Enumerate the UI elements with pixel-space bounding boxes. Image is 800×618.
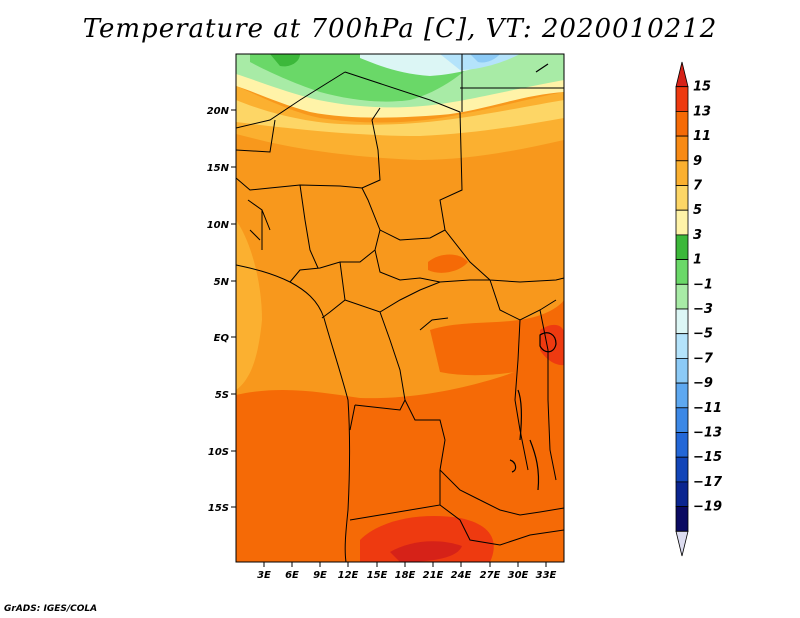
lat-label: EQ — [214, 333, 230, 344]
colorbar-label: −1 — [693, 277, 713, 292]
lon-label: 9E — [313, 570, 327, 581]
lat-label: 15S — [208, 503, 229, 514]
colorbar-swatch — [675, 61, 689, 88]
colorbar-swatch — [675, 185, 689, 211]
map-frame — [235, 53, 565, 563]
lon-labels: 3E 6E 9E 12E 15E 18E 21E 24E 27E 30E 33E — [257, 570, 556, 581]
grads-credit: GrADS: IGES/COLA — [4, 604, 98, 614]
colorbar-swatch — [675, 407, 689, 433]
lon-label: 24E — [451, 570, 472, 581]
colorbar-label: −11 — [693, 401, 722, 416]
lon-label: 18E — [395, 570, 416, 581]
colorbar-label: −3 — [693, 302, 713, 317]
lat-label: 5N — [214, 277, 230, 288]
lon-axis — [263, 562, 547, 567]
colorbar-swatch — [675, 481, 689, 507]
colorbar-swatch — [675, 86, 689, 112]
colorbar-label: −9 — [693, 376, 713, 391]
colorbar-label: −15 — [693, 450, 722, 465]
colorbar-swatch — [675, 234, 689, 260]
colorbar-label: 3 — [693, 228, 702, 243]
colorbar-swatch — [675, 357, 689, 384]
lat-label: 10N — [207, 220, 230, 231]
colorbar-swatch — [675, 259, 689, 285]
colorbar-swatch — [675, 209, 689, 236]
country-borders — [236, 54, 564, 562]
colorbar-label: 9 — [693, 154, 702, 169]
colorbar-label: −19 — [693, 500, 722, 515]
lon-label: 33E — [536, 570, 557, 581]
lon-label: 12E — [338, 570, 359, 581]
lat-labels: 20N 15N 10N 5N EQ 5S 10S 15S — [207, 106, 230, 514]
map-title: Temperature at 700hPa [C], VT: 202001021… — [82, 14, 718, 44]
lon-label: 15E — [367, 570, 388, 581]
colorbar-swatch — [675, 506, 689, 532]
colorbar-swatch — [675, 456, 689, 483]
colorbar-label: 1 — [693, 253, 702, 268]
lat-label: 15N — [207, 163, 230, 174]
colorbar-swatch — [675, 530, 689, 557]
lon-label: 27E — [480, 570, 501, 581]
colorbar-swatch — [675, 135, 689, 162]
colorbar-label: −5 — [693, 327, 713, 342]
colorbar-swatch — [675, 283, 689, 310]
colorbar-swatch — [675, 333, 689, 359]
colorbar-swatch — [675, 382, 689, 409]
lat-axis — [231, 109, 236, 508]
lat-label: 5S — [215, 390, 229, 401]
lat-label: 20N — [207, 106, 230, 117]
lon-label: 6E — [285, 570, 299, 581]
colorbar-swatch — [675, 308, 689, 335]
temperature-field — [236, 54, 564, 562]
colorbar-label: 11 — [693, 129, 711, 144]
colorbar-swatch — [675, 432, 689, 458]
lon-label: 21E — [423, 570, 444, 581]
colorbar-label: −13 — [693, 426, 722, 441]
colorbar-label: 15 — [693, 80, 711, 95]
colorbar-label: 13 — [693, 104, 711, 119]
colorbar-label: 7 — [693, 179, 703, 194]
colorbar-label: −17 — [693, 475, 723, 490]
colorbar: 15 13 11 9 7 5 3 1 −1 −3 −5 −7 −9 −11 −13 −15 −17 −19 — [675, 61, 723, 557]
colorbar-label: 5 — [693, 203, 702, 218]
colorbar-swatch — [675, 160, 689, 186]
lon-label: 3E — [257, 570, 271, 581]
lat-label: 10S — [208, 447, 229, 458]
lon-label: 30E — [508, 570, 529, 581]
colorbar-swatch — [675, 111, 689, 137]
colorbar-label: −7 — [693, 351, 714, 366]
lakes — [509, 63, 557, 491]
